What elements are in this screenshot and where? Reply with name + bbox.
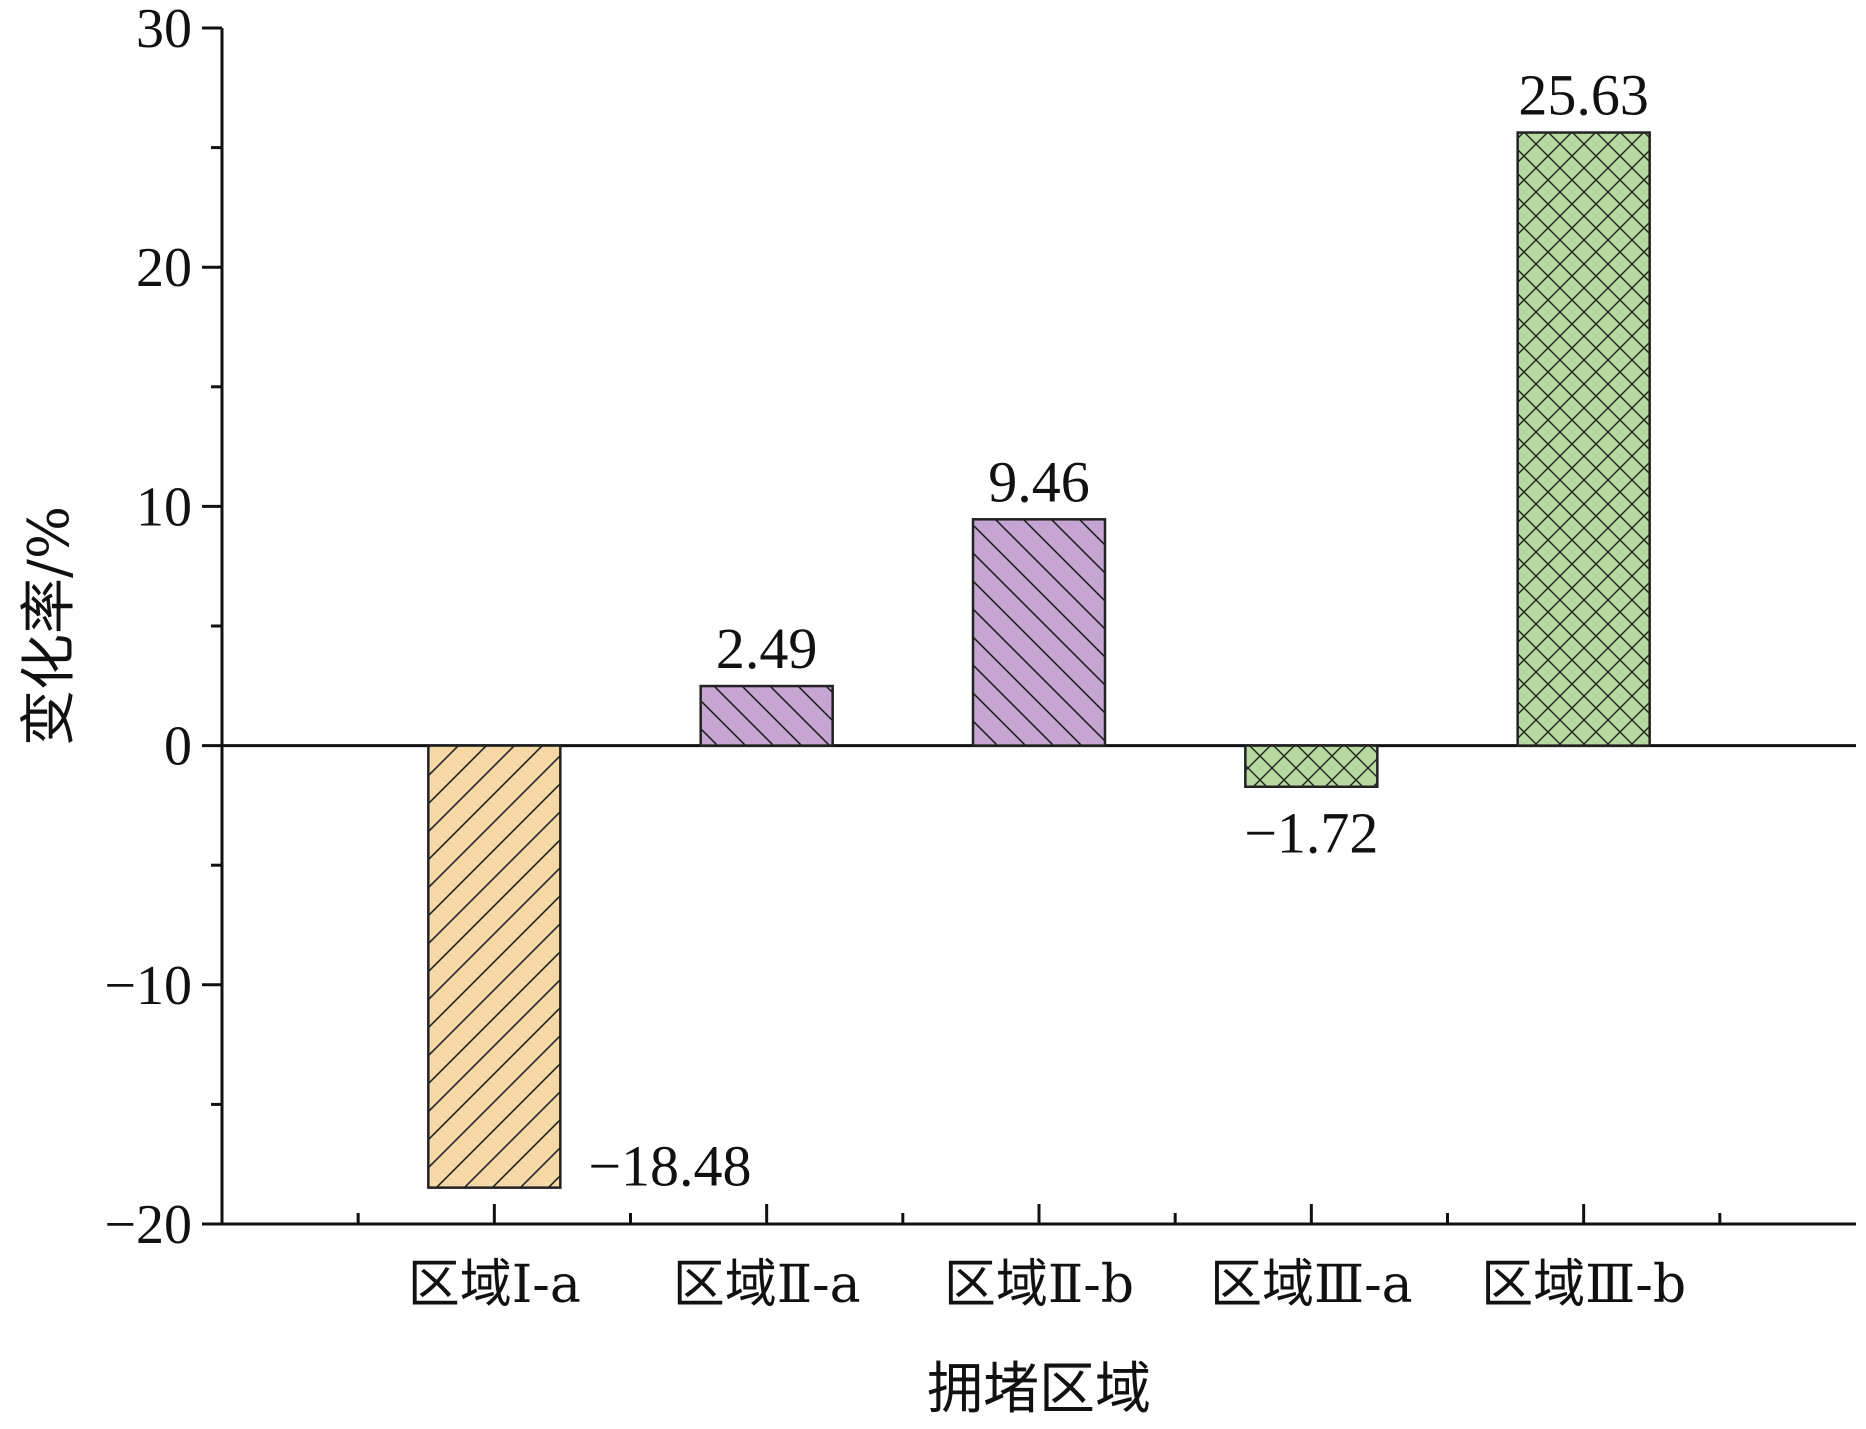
bar-value-label: 25.63 [1518,63,1649,128]
x-category-label: 区域Ⅱ-b [944,1255,1134,1315]
x-axis-title: 拥堵区域 [927,1357,1151,1422]
y-tick-label: 30 [136,0,192,60]
x-category-label: 区域Ⅲ-b [1481,1255,1686,1315]
bar-outline [971,518,1107,747]
y-tick-label: −10 [104,955,192,1017]
bar-pattern [428,745,561,1188]
bar-pattern [700,686,833,746]
x-category-label: 区域Ⅱ-a [673,1255,861,1315]
bar-value-label: −18.48 [588,1134,751,1199]
bar-pattern [973,519,1105,746]
x-category-label: 区域Ⅲ-a [1210,1255,1413,1315]
bar-value-label: 2.49 [716,616,818,681]
bar-outline [1516,131,1651,747]
bar-outline [427,744,562,1189]
bar-value-label: 9.46 [988,449,1090,514]
y-tick-label: 0 [164,716,192,778]
bar-outline [1244,744,1379,788]
bar-pattern [1517,132,1650,746]
x-ticks [356,1204,1722,1224]
y-tick-label: 10 [136,476,192,538]
y-tick-label: −20 [104,1194,192,1256]
x-category-label: 区域Ⅰ-a [408,1255,581,1315]
bar-pattern [1245,745,1378,787]
value-labels: −18.48 2.49 9.46 −1.72 25.63 [588,63,1649,1199]
category-labels: 区域Ⅰ-a 区域Ⅱ-a 区域Ⅱ-b 区域Ⅲ-a 区域Ⅲ-b [408,1255,1686,1315]
bar-outline [699,684,834,747]
bar-outlines [427,131,1651,1189]
y-ticks: −20 −10 0 10 20 30 [104,0,222,1256]
y-tick-label: 20 [136,237,192,299]
bar-value-label: −1.72 [1244,801,1378,866]
y-axis-title: 变化率/% [17,506,82,746]
bars [428,132,1650,1188]
